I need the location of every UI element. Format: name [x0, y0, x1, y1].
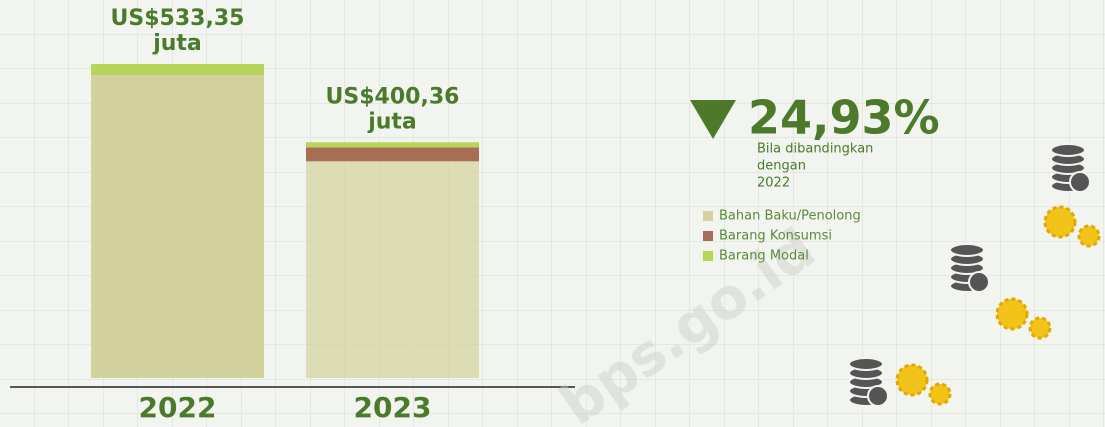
gear-icon	[895, 205, 1101, 406]
coins-icon	[848, 143, 1091, 407]
bar-segment	[306, 142, 479, 148]
change-note: dengan	[757, 159, 806, 174]
bar-segment	[91, 75, 264, 378]
change-note: Bila dibandingkan	[757, 142, 873, 157]
bar-segment	[306, 147, 479, 162]
total-label: juta	[152, 31, 202, 56]
total-label: US$400,36	[326, 84, 460, 109]
x-tick-label: 2022	[139, 391, 217, 424]
legend: Bahan Baku/Penolong Barang Konsumsi Barang…	[703, 209, 861, 264]
legend-swatch	[703, 211, 713, 221]
legend-label: Barang Modal	[719, 249, 809, 264]
legend-swatch	[703, 251, 713, 261]
bar-segment	[306, 161, 479, 378]
total-label: US$533,35	[111, 6, 245, 31]
down-arrow	[690, 100, 736, 139]
change-note: 2022	[757, 176, 790, 191]
total-label: juta	[367, 109, 417, 134]
legend-swatch	[703, 231, 713, 241]
legend-label: Bahan Baku/Penolong	[719, 209, 861, 224]
legend-label: Barang Konsumsi	[719, 229, 832, 244]
bar-segment	[91, 63, 264, 76]
x-tick-label: 2023	[354, 391, 432, 424]
change-value: 24,93%	[748, 91, 940, 145]
bars	[91, 63, 479, 378]
